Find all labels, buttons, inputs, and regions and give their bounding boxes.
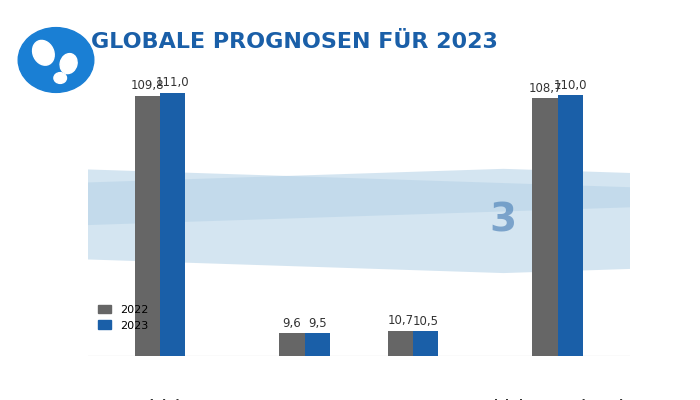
- Legend: 2022, 2023: 2022, 2023: [93, 300, 153, 335]
- Text: Produktion: Produktion: [123, 399, 196, 400]
- Text: 109,8: 109,8: [130, 79, 164, 92]
- Text: GLOBALE PROGNOSEN FÜR 2023: GLOBALE PROGNOSEN FÜR 2023: [90, 32, 498, 52]
- Bar: [279, 333, 304, 356]
- Bar: [413, 331, 438, 356]
- Bar: [533, 98, 558, 356]
- Text: sichtbarer Verbrauch: sichtbarer Verbrauch: [487, 399, 628, 400]
- Text: 111,0: 111,0: [155, 76, 189, 90]
- Text: 9,5: 9,5: [308, 317, 326, 330]
- Text: 3: 3: [490, 202, 517, 240]
- Text: Importe: Importe: [279, 399, 330, 400]
- Text: 9,6: 9,6: [283, 317, 301, 330]
- Bar: [304, 334, 330, 356]
- Text: 10,5: 10,5: [413, 314, 439, 328]
- Ellipse shape: [60, 54, 77, 74]
- Bar: [558, 95, 583, 356]
- Text: 108,7: 108,7: [528, 82, 562, 95]
- Text: 10,7: 10,7: [387, 314, 414, 327]
- Polygon shape: [0, 145, 700, 249]
- Ellipse shape: [33, 40, 54, 65]
- Text: Exporte: Exporte: [387, 399, 439, 400]
- Bar: [134, 96, 160, 356]
- Bar: [160, 93, 185, 356]
- Ellipse shape: [54, 73, 66, 83]
- Polygon shape: [0, 169, 700, 273]
- Text: 110,0: 110,0: [554, 79, 587, 92]
- Circle shape: [18, 28, 94, 92]
- Bar: [388, 331, 413, 356]
